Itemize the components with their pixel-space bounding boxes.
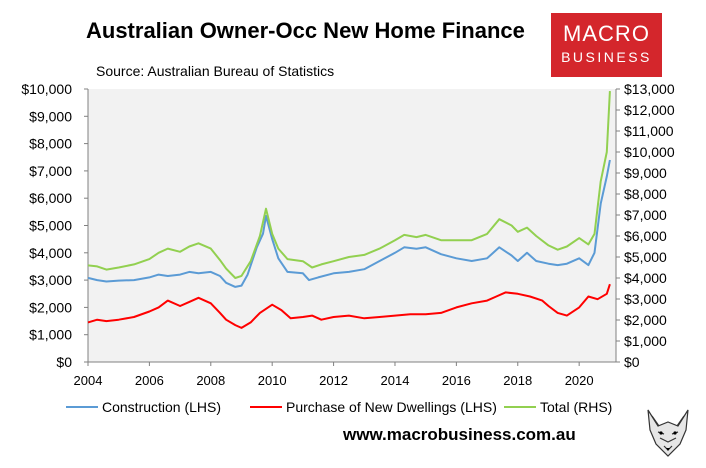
macrobusiness-logo: MACRO BUSINESS [551, 13, 662, 77]
x-tick-label: 2018 [503, 373, 532, 388]
y-right-tick-label: $5,000 [624, 249, 667, 265]
chart-subtitle: Source: Australian Bureau of Statistics [96, 63, 335, 79]
y-left-tick-label: $8,000 [29, 136, 72, 152]
y-right-tick-label: $9,000 [624, 165, 667, 181]
x-tick-label: 2010 [258, 373, 287, 388]
y-right-tick-label: $3,000 [624, 291, 667, 307]
website-url: www.macrobusiness.com.au [343, 425, 576, 444]
logo-line-macro: MACRO [563, 21, 650, 46]
y-right-tick-label: $8,000 [624, 186, 667, 202]
y-right-tick-label: $1,000 [624, 333, 667, 349]
logo-line-business: BUSINESS [561, 49, 652, 65]
y-left-tick-label: $10,000 [21, 81, 72, 97]
plot-area [88, 89, 616, 362]
y-left-tick-label: $2,000 [29, 299, 72, 315]
y-right-tick-label: $7,000 [624, 207, 667, 223]
y-left-tick-label: $9,000 [29, 108, 72, 124]
y-right-tick-label: $6,000 [624, 228, 667, 244]
x-tick-label: 2006 [135, 373, 164, 388]
y-left-tick-label: $4,000 [29, 245, 72, 261]
x-tick-label: 2020 [565, 373, 594, 388]
y-right-tick-label: $4,000 [624, 270, 667, 286]
y-right-tick-label: $2,000 [624, 312, 667, 328]
series-line-1 [87, 159, 611, 288]
y-right-tick-label: $12,000 [624, 102, 675, 118]
legend-label: Purchase of New Dwellings (LHS) [286, 399, 497, 415]
series-line-3 [87, 91, 611, 279]
y-left-tick-label: $5,000 [29, 218, 72, 234]
y-left-tick-label: $7,000 [29, 163, 72, 179]
x-tick-label: 2012 [319, 373, 348, 388]
x-tick-label: 2004 [74, 373, 103, 388]
y-left-tick-label: $1,000 [29, 327, 72, 343]
fox-head-icon [647, 409, 689, 457]
legend-label: Total (RHS) [540, 399, 612, 415]
legend-label: Construction (LHS) [102, 399, 221, 415]
series-line-2 [87, 283, 611, 329]
y-right-tick-label: $11,000 [624, 123, 674, 139]
x-tick-label: 2016 [442, 373, 471, 388]
y-left-tick-label: $3,000 [29, 272, 72, 288]
y-left-tick-label: $6,000 [29, 190, 72, 206]
x-tick-label: 2014 [381, 373, 410, 388]
y-left-tick-label: $0 [56, 354, 72, 370]
y-right-tick-label: $10,000 [624, 144, 675, 160]
y-right-tick-label: $13,000 [624, 81, 675, 97]
y-right-tick-label: $0 [624, 354, 640, 370]
x-tick-label: 2008 [196, 373, 225, 388]
chart-title: Australian Owner-Occ New Home Finance [86, 18, 525, 43]
